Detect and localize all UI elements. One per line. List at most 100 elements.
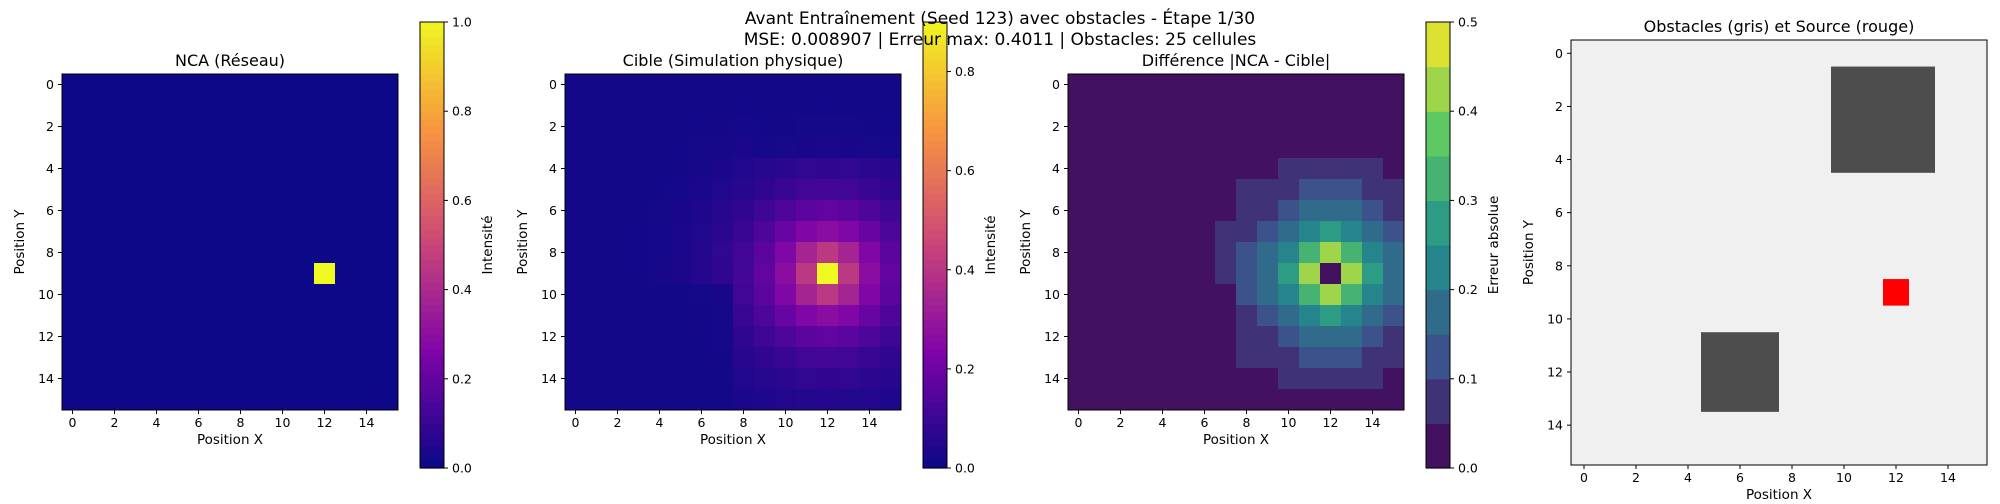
heatmap-cell [880, 263, 902, 285]
heatmap-cell [62, 263, 84, 285]
colorbar-segment [420, 103, 444, 112]
heatmap-cell [649, 179, 671, 201]
y-tick-label: 12 [1547, 365, 1563, 380]
heatmap-cell [649, 305, 671, 327]
heatmap-cell [607, 200, 629, 222]
heatmap-cell [586, 368, 608, 390]
heatmap-cell [125, 284, 147, 306]
heatmap-cell [691, 158, 713, 180]
heatmap-cell [125, 137, 147, 159]
heatmap-cell [1173, 221, 1195, 243]
colorbar-segment [923, 88, 947, 97]
colorbar-segment [923, 81, 947, 90]
heatmap-cell [335, 200, 357, 222]
colorbar-segment [420, 96, 444, 105]
colorbar-segment [923, 237, 947, 246]
heatmap-cell [1089, 326, 1111, 348]
colorbar-segment [1426, 200, 1450, 209]
heatmap-cell [775, 284, 797, 306]
heatmap-cell [1341, 368, 1363, 390]
colorbar-segment [1426, 81, 1450, 90]
heatmap-cell [1257, 242, 1279, 264]
heatmap-cell [733, 368, 755, 390]
colorbar-segment [923, 289, 947, 298]
heatmap-cell [146, 74, 168, 96]
heatmap-cell [1194, 347, 1216, 369]
heatmap-cell [83, 389, 105, 411]
heatmap-cell [335, 74, 357, 96]
heatmap-cell [1320, 95, 1342, 117]
heatmap-cell [1236, 347, 1258, 369]
heatmap-cell [146, 263, 168, 285]
heatmap-cell [125, 242, 147, 264]
colorbar-segment [420, 81, 444, 90]
heatmap-cell [670, 368, 692, 390]
heatmap-cell [691, 95, 713, 117]
heatmap-cell [356, 179, 378, 201]
heatmap-cell [754, 368, 776, 390]
heatmap-cell [649, 74, 671, 96]
y-tick-label: 4 [46, 161, 54, 176]
colorbar-segment [923, 326, 947, 335]
heatmap-cell [356, 221, 378, 243]
panel-title-0: NCA (Réseau) [175, 51, 285, 70]
heatmap-cell [1236, 158, 1258, 180]
heatmap-cell [859, 284, 881, 306]
colorbar-segment [1426, 51, 1450, 60]
heatmap-cell [754, 305, 776, 327]
heatmap-cell [649, 158, 671, 180]
heatmap-cell [167, 137, 189, 159]
heatmap-cell [251, 74, 273, 96]
heatmap-cell [167, 74, 189, 96]
heatmap-cell [838, 326, 860, 348]
heatmap-cell [1152, 242, 1174, 264]
heatmap-cell [1089, 158, 1111, 180]
heatmap-cell [796, 221, 818, 243]
heatmap-cell [1131, 158, 1153, 180]
y-tick-label: 8 [46, 245, 54, 260]
heatmap-cell [83, 158, 105, 180]
heatmap-cell [817, 221, 839, 243]
heatmap-cell [356, 95, 378, 117]
y-axis-label: Position Y [515, 209, 531, 275]
colorbar-segment [1426, 259, 1450, 268]
heatmap-cell [188, 200, 210, 222]
heatmap-cell [1110, 95, 1132, 117]
heatmap-cell [356, 263, 378, 285]
heatmap-cell [1068, 116, 1090, 138]
colorbar-segment [1426, 207, 1450, 216]
heatmap-cell [712, 200, 734, 222]
colorbar-tick-label: 0.4 [955, 262, 975, 277]
heatmap-cell [146, 221, 168, 243]
heatmap-cell [146, 158, 168, 180]
axes-frame [564, 73, 902, 411]
heatmap-cell [1362, 95, 1384, 117]
colorbar-segment [1426, 341, 1450, 350]
colorbar-segment [420, 453, 444, 462]
heatmap-cell [691, 200, 713, 222]
axes-frame [61, 73, 399, 411]
heatmap-cell [104, 158, 126, 180]
colorbar-segment [1426, 267, 1450, 276]
colorbar-segment [923, 460, 947, 469]
heatmap-cell [1089, 116, 1111, 138]
heatmap-cell [356, 242, 378, 264]
heatmap-cell [649, 116, 671, 138]
heatmap-cell [691, 305, 713, 327]
heatmap-cell [1383, 200, 1405, 222]
heatmap-cell [859, 305, 881, 327]
colorbar-segment [923, 222, 947, 231]
heatmap-cell [314, 95, 336, 117]
colorbar-segment [923, 192, 947, 201]
heatmap-cell [796, 284, 818, 306]
heatmap-cell [817, 305, 839, 327]
heatmap-cell [1236, 221, 1258, 243]
heatmap-cell [1383, 95, 1405, 117]
heatmap-cell [1194, 221, 1216, 243]
colorbar-segment [1426, 126, 1450, 135]
heatmap-cell [754, 284, 776, 306]
colorbar-segment [1426, 438, 1450, 447]
colorbar-segment [420, 237, 444, 246]
heatmap-cell [1131, 179, 1153, 201]
